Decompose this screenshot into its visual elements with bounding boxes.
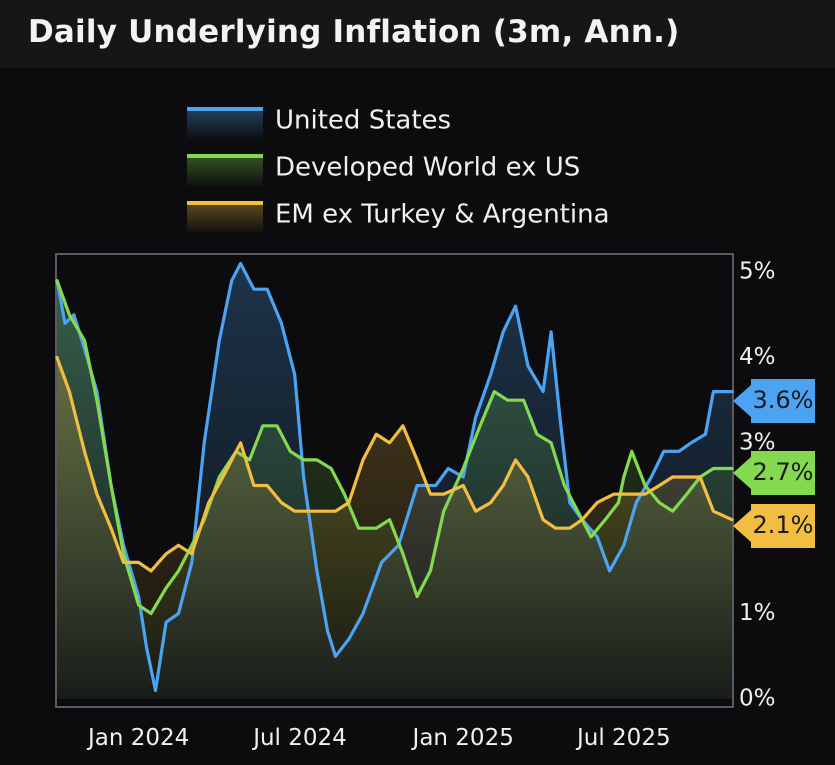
chart-title: Daily Underlying Inflation (3m, Ann.)	[28, 14, 680, 50]
end-tag-dev-ex-us	[733, 451, 815, 495]
end-tag-em-ex-tr-ar	[733, 504, 815, 548]
title-bar: Daily Underlying Inflation (3m, Ann.)	[0, 0, 835, 68]
line-em-ex-tr-ar	[55, 355, 734, 573]
y-axis: 0% 1% 3% 4% 5%	[739, 259, 776, 712]
legend-label-dev-ex-us: Developed World ex US	[275, 153, 580, 183]
y-tick-label: 5%	[739, 259, 776, 285]
end-tag-us	[733, 379, 815, 423]
y-tick-label: 1%	[739, 600, 776, 626]
y-tick-label: 0%	[739, 686, 776, 712]
end-value-us: 3.6%	[753, 386, 814, 414]
x-tick-label: Jul 2024	[251, 725, 347, 751]
x-tick-label: Jan 2024	[86, 725, 189, 751]
plot-frame	[55, 253, 734, 708]
x-tick-label: Jul 2025	[575, 725, 671, 751]
legend-label-em-ex-tr-ar: EM ex Turkey & Argentina	[275, 200, 610, 230]
y-tick-label: 3%	[739, 429, 776, 455]
end-labels: 3.6% 2.7% 2.1%	[733, 379, 815, 548]
y-tick-label: 4%	[739, 344, 776, 370]
legend-swatch-fill	[187, 156, 263, 186]
end-value-em-ex-tr-ar: 2.1%	[753, 511, 814, 539]
chart-svg: United States Developed World ex US EM ex …	[55, 106, 815, 751]
series-lines	[55, 261, 734, 693]
legend-label-us: United States	[275, 106, 451, 136]
chart-panel: United States Developed World ex US EM ex …	[6, 68, 835, 765]
x-axis: Jan 2024 Jul 2024 Jan 2025 Jul 2025	[86, 725, 671, 751]
line-dev-ex-us	[55, 279, 734, 616]
end-value-dev-ex-us: 2.7%	[753, 458, 814, 486]
legend: United States Developed World ex US EM ex …	[187, 106, 610, 233]
line-us	[55, 261, 734, 693]
series-areas	[57, 263, 732, 699]
legend-swatch-fill	[187, 109, 263, 139]
legend-swatch-fill	[187, 203, 263, 233]
x-tick-label: Jan 2025	[411, 725, 514, 751]
